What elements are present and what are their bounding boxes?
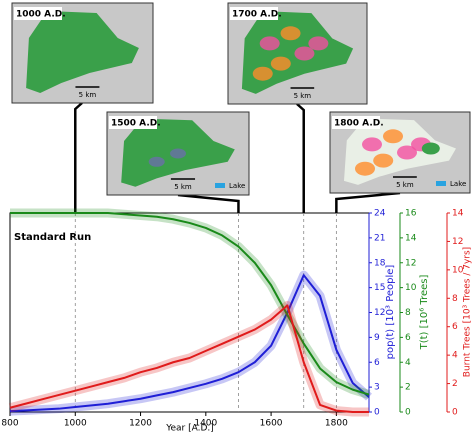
y-tick-label: 3 <box>374 383 380 393</box>
forest-patch <box>421 142 440 155</box>
y2-tick-label: 0 <box>405 408 411 418</box>
label-box <box>332 116 380 129</box>
y2-tick-label: 14 <box>405 233 417 243</box>
y2-tick-label: 2 <box>405 383 411 393</box>
label-box <box>109 116 157 129</box>
fire-patch <box>397 145 417 160</box>
y3-tick-label: 12 <box>452 237 463 247</box>
y-tick-label: 15 <box>374 283 385 293</box>
y2-tick-label: 8 <box>405 308 411 318</box>
y3-tick-label: 0 <box>452 408 458 418</box>
series-line <box>9 304 369 413</box>
x-axis-label: Year [A.D.] <box>165 424 214 434</box>
y-tick-label: 21 <box>374 233 385 243</box>
connector <box>335 191 401 213</box>
fire-patch <box>252 66 273 81</box>
fire-patch <box>259 36 280 51</box>
y3-tick-label: 4 <box>452 351 458 361</box>
fire-patch <box>294 46 315 61</box>
x-tick-label: 1400 <box>194 419 217 429</box>
y2-tick-label: 12 <box>405 258 416 268</box>
map-year: 1800 A.D. <box>334 119 384 129</box>
fire-patch <box>270 56 291 71</box>
x-tick-label: 1000 <box>64 419 87 429</box>
connector <box>177 193 240 213</box>
map-year: 1500 A.D. <box>111 119 161 129</box>
y-tick-label: 18 <box>374 258 386 268</box>
island <box>26 11 139 93</box>
y3-tick-label: 8 <box>452 294 458 304</box>
scale-label: 5 km <box>396 181 414 189</box>
map-year: 1700 A.D. <box>232 10 282 20</box>
y2-tick-label: 4 <box>405 358 411 368</box>
lake-swatch <box>436 181 446 186</box>
y3-tick-label: 10 <box>452 265 464 275</box>
scale-label: 5 km <box>79 91 97 99</box>
scale-label: 5 km <box>174 183 192 191</box>
connector <box>296 103 305 213</box>
y-tick-label: 9 <box>374 333 380 343</box>
label-box <box>14 7 62 20</box>
connector <box>74 102 83 213</box>
lake-swatch <box>215 183 225 188</box>
fire-patch <box>170 148 186 159</box>
y3-tick-label: 6 <box>452 322 458 332</box>
y-tick-label: 24 <box>374 209 386 219</box>
fire-patch <box>355 161 375 176</box>
y2-tick-label: 10 <box>405 283 417 293</box>
y-tick-label: 0 <box>374 408 380 418</box>
fire-patch <box>373 153 394 168</box>
y3-tick-label: 2 <box>452 379 458 389</box>
x-tick-label: 1200 <box>129 419 152 429</box>
fire-patch <box>308 36 329 51</box>
y2-tick-label: 16 <box>405 209 417 219</box>
fire-patch <box>362 137 382 152</box>
series-line <box>10 212 370 396</box>
x-tick-label: 1600 <box>260 419 283 429</box>
y3-axis-label: Burnt Trees [10³ Trees / 7yrs] <box>463 247 473 377</box>
series-line <box>9 274 370 413</box>
chart-title: Standard Run <box>14 232 91 243</box>
map-year: 1000 A.D. <box>16 10 66 20</box>
lake-label: Lake <box>450 180 466 188</box>
fire-patch <box>148 156 165 167</box>
y-tick-label: 12 <box>374 308 385 318</box>
x-tick-label: 800 <box>1 419 18 429</box>
lake-label: Lake <box>229 182 245 190</box>
x-tick-label: 1800 <box>325 419 348 429</box>
y3-tick-label: 14 <box>452 209 464 219</box>
fire-patch <box>280 26 301 41</box>
y2-axis-label: T(t) [10⁶ Trees] <box>419 275 430 351</box>
y-tick-label: 6 <box>374 358 380 368</box>
fire-patch <box>383 129 403 144</box>
scale-label: 5 km <box>294 92 312 100</box>
label-box <box>230 7 278 20</box>
y2-tick-label: 6 <box>405 333 411 343</box>
y-axis-label: pop(t) [10³ People] <box>385 265 396 360</box>
